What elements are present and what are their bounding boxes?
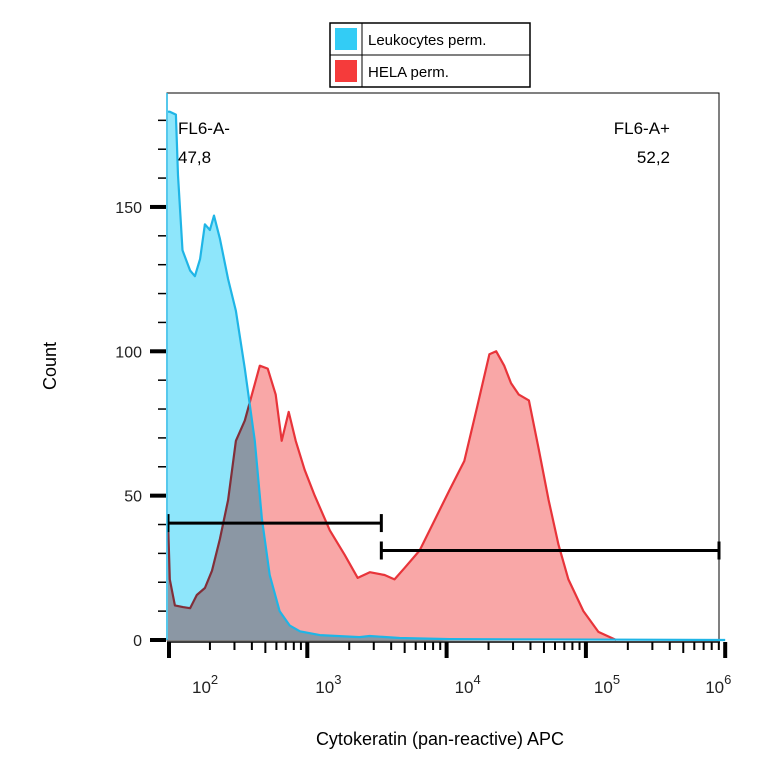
x-tick-exponent: 5 bbox=[613, 672, 620, 687]
leukocytes-line bbox=[168, 110, 726, 642]
y-tick-label: 0 bbox=[133, 633, 142, 650]
legend-label-hela: HELA perm. bbox=[368, 64, 449, 81]
x-tick-exponent: 6 bbox=[724, 672, 731, 687]
y-tick-label: 150 bbox=[115, 200, 142, 217]
legend-swatch-hela bbox=[335, 60, 357, 82]
legend-swatch-leukocytes bbox=[335, 28, 357, 50]
gate-value-positive: 52,2 bbox=[637, 148, 670, 167]
leukocytes-fill bbox=[168, 111, 726, 640]
x-tick-base: 10 bbox=[705, 678, 724, 697]
gate-label-negative: FL6-A- bbox=[178, 119, 230, 138]
x-tick-base: 10 bbox=[315, 678, 334, 697]
legend: Leukocytes perm. HELA perm. bbox=[329, 22, 531, 88]
x-tick-label: 103 bbox=[315, 672, 341, 697]
x-tick-base: 10 bbox=[192, 678, 211, 697]
legend-label-leukocytes: Leukocytes perm. bbox=[368, 32, 486, 49]
x-tick-exponent: 2 bbox=[211, 672, 218, 687]
x-tick-label: 104 bbox=[455, 672, 481, 697]
y-tick-label: 50 bbox=[124, 489, 142, 506]
x-tick-exponent: 4 bbox=[474, 672, 481, 687]
hela-fill bbox=[168, 351, 617, 640]
y-tick-label: 100 bbox=[115, 344, 142, 361]
x-axis-label: Cytokeratin (pan-reactive) APC bbox=[316, 729, 564, 749]
x-tick-label: 106 bbox=[705, 672, 731, 697]
x-tick-base: 10 bbox=[594, 678, 613, 697]
gate-label-positive: FL6-A+ bbox=[614, 119, 670, 138]
x-tick-label: 105 bbox=[594, 672, 620, 697]
x-tick-exponent: 3 bbox=[334, 672, 341, 687]
y-axis-label: Count bbox=[40, 342, 60, 390]
x-tick-base: 10 bbox=[455, 678, 474, 697]
x-tick-label: 102 bbox=[192, 672, 218, 697]
gate-value-negative: 47,8 bbox=[178, 148, 211, 167]
